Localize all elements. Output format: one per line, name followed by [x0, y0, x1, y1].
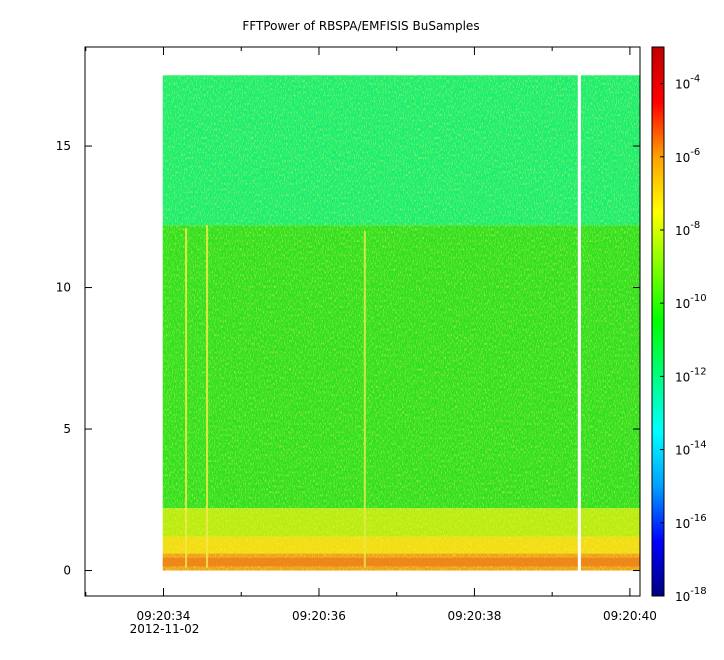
x-date-label: 2012-11-02: [130, 622, 200, 636]
y-tick-label-0: 0: [63, 564, 71, 578]
colorbar-tick-label-6: 10-6: [675, 147, 700, 165]
vertical-streak-2: [363, 230, 366, 568]
x-tick-label-0: 09:20:34: [137, 609, 191, 623]
colorbar-tick-label-3: 10-12: [675, 366, 707, 384]
x-tick-label-3: 09:20:40: [603, 609, 657, 623]
colorbar-tick-label-7: 10-4: [675, 74, 700, 92]
x-tick-label-1: 09:20:36: [292, 609, 346, 623]
low-frequency-strip: [162, 557, 641, 567]
y-tick-label-3: 15: [56, 139, 71, 153]
colorbar-tick-label-0: 10-18: [675, 586, 707, 604]
colorbar-tick-label-2: 10-14: [675, 440, 707, 458]
data-gap: [577, 74, 581, 572]
y-tick-label-2: 10: [56, 281, 71, 295]
speckle-layer: [162, 75, 641, 571]
chart-title: FFTPower of RBSPA/EMFISIS BuSamples: [242, 19, 479, 33]
y-tick-label-1: 5: [63, 422, 71, 436]
vertical-streak-1: [206, 225, 209, 568]
colorbar: [651, 46, 665, 597]
vertical-streak-0: [185, 228, 188, 568]
x-tick-label-2: 09:20:38: [447, 609, 501, 623]
colorbar-tick-label-1: 10-16: [675, 513, 707, 531]
colorbar-tick-label-5: 10-8: [675, 220, 700, 238]
plot-frame: [84, 46, 641, 597]
colorbar-tick-label-4: 10-10: [675, 293, 707, 311]
spectrogram-image: [162, 74, 641, 572]
spectrogram-speckle: [162, 75, 641, 571]
